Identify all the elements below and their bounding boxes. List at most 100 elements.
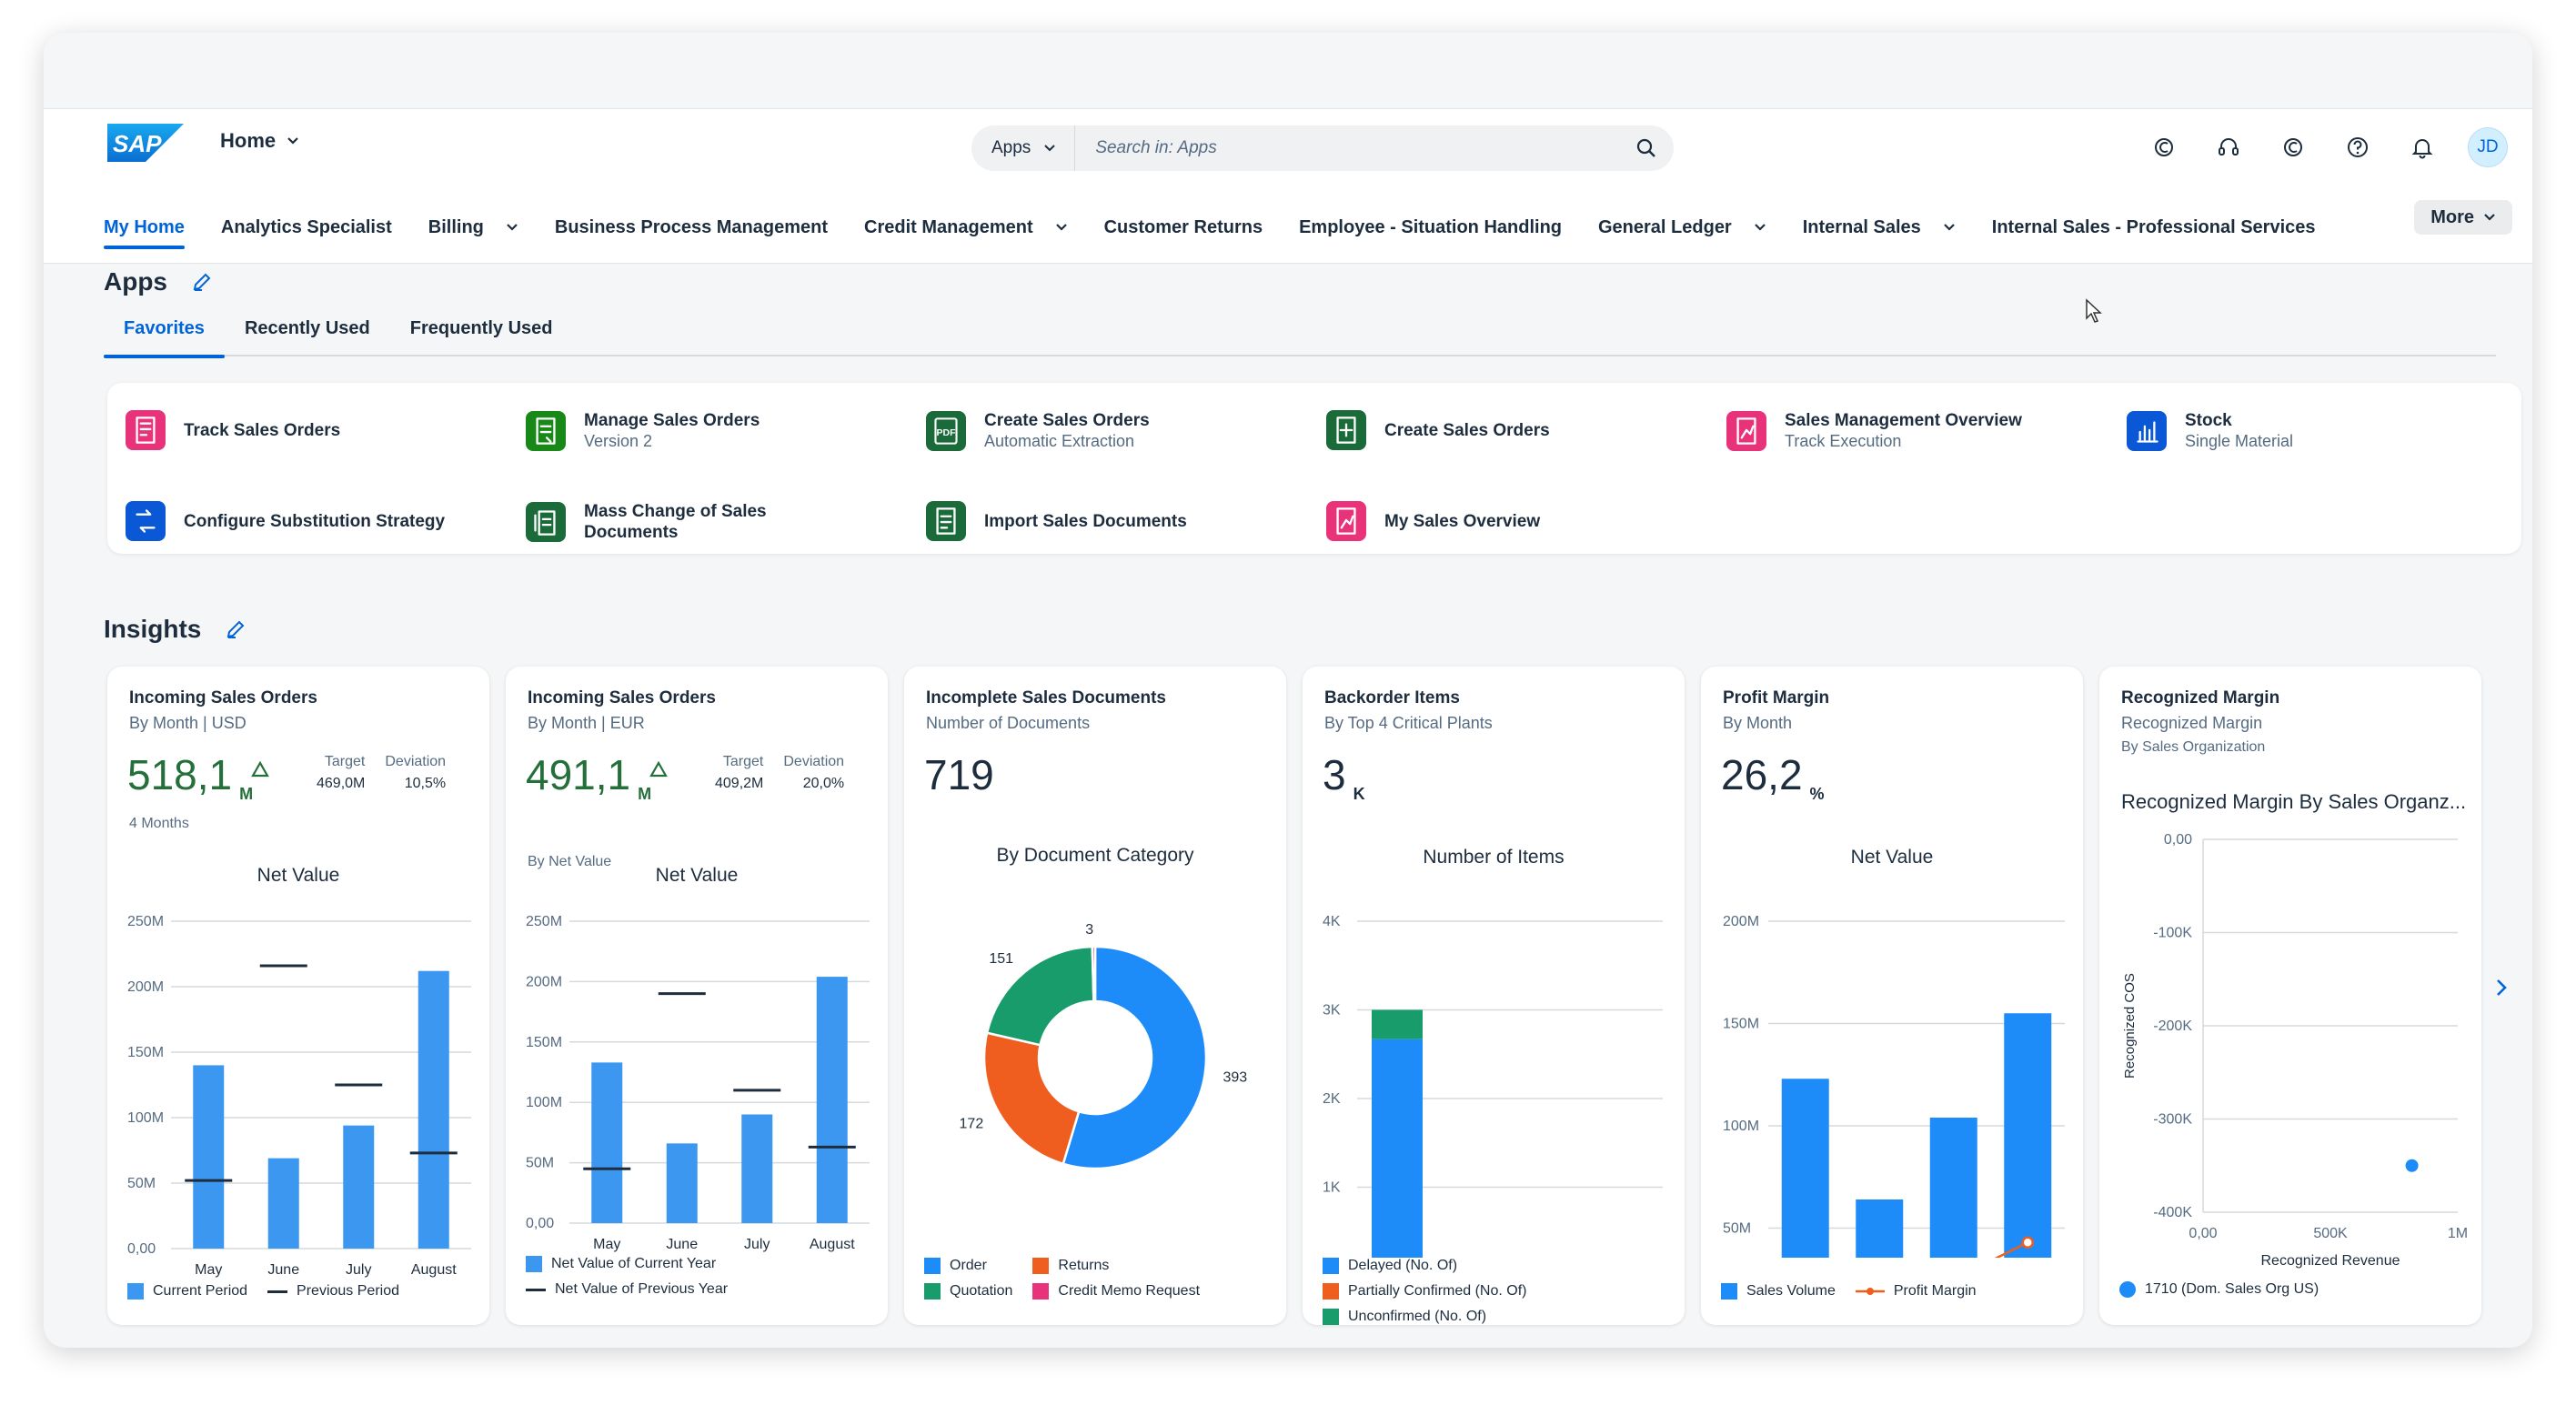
legend-sales-volume[interactable]: Sales Volume bbox=[1721, 1283, 1836, 1300]
search-scope-select[interactable]: Apps bbox=[971, 125, 1076, 171]
donut-slice bbox=[982, 1031, 1081, 1166]
y-tick-label: 200M bbox=[1723, 914, 1759, 929]
bar bbox=[343, 1125, 375, 1249]
legend-returns[interactable]: Returns bbox=[1032, 1258, 1200, 1274]
x-tick-label: June bbox=[267, 1262, 299, 1278]
nav-item-4[interactable]: Credit Management bbox=[846, 200, 1086, 255]
nav-item-8[interactable]: Internal Sales bbox=[1785, 200, 1974, 255]
legend-swatch bbox=[1323, 1258, 1339, 1274]
nav-item-5[interactable]: Customer Returns bbox=[1086, 200, 1281, 255]
card-title: Incomplete Sales Documents bbox=[926, 688, 1166, 708]
legend-partially-confirmed[interactable]: Partially Confirmed (No. Of) bbox=[1323, 1283, 1527, 1300]
app-tile-8[interactable]: Import Sales Documents bbox=[926, 501, 1290, 541]
legend-previous-year[interactable]: Net Value of Previous Year bbox=[526, 1281, 728, 1298]
edit-pencil-icon[interactable] bbox=[191, 271, 213, 293]
support-button[interactable] bbox=[2209, 129, 2247, 166]
legend-current-period[interactable]: Current Period bbox=[127, 1283, 247, 1300]
help-button[interactable] bbox=[2339, 129, 2376, 166]
search-input[interactable] bbox=[1075, 125, 1619, 171]
legend-sales-org-1710[interactable]: 1710 (Dom. Sales Org US) bbox=[2119, 1281, 2319, 1298]
card-title: Incoming Sales Orders bbox=[129, 688, 317, 708]
chevron-right-icon bbox=[2497, 979, 2507, 996]
joule-button[interactable] bbox=[2274, 129, 2311, 166]
nav-item-2[interactable]: Billing bbox=[410, 200, 537, 255]
insight-card-incoming-orders-eur[interactable]: Incoming Sales Orders By Month | EUR 491… bbox=[506, 667, 888, 1325]
app-tile-6[interactable]: Configure Substitution Strategy bbox=[126, 501, 489, 541]
donut-slice bbox=[985, 945, 1095, 1047]
kpi-number: 518,1 bbox=[127, 751, 233, 798]
import-icon bbox=[926, 501, 966, 541]
svg-text:SAP: SAP bbox=[113, 130, 162, 157]
bar bbox=[267, 1158, 299, 1249]
nav-item-7[interactable]: General Ledger bbox=[1580, 200, 1785, 255]
bar bbox=[816, 977, 848, 1223]
legend-swatch bbox=[127, 1283, 144, 1300]
copilot-button[interactable] bbox=[2145, 129, 2182, 166]
sap-logo[interactable]: SAP bbox=[107, 124, 184, 162]
kpi-unit: M bbox=[239, 785, 254, 803]
legend-swatch bbox=[1323, 1283, 1339, 1300]
nav-item-9[interactable]: Internal Sales - Professional Services bbox=[1974, 200, 2334, 255]
card-subtitle: By Month | USD bbox=[129, 714, 247, 732]
app-tile-4[interactable]: Sales Management Overview Track Execution bbox=[1726, 410, 2090, 451]
chart-legend: Net Value of Current Year Net Value of P… bbox=[526, 1256, 728, 1298]
app-tile-text: Mass Change of Sales Documents bbox=[584, 501, 857, 543]
bar bbox=[1372, 1009, 1423, 1039]
slice-label: 172 bbox=[960, 1116, 984, 1131]
chart-legend: Delayed (No. Of) Partially Confirmed (No… bbox=[1323, 1258, 1527, 1325]
app-tile-5[interactable]: Stock Single Material bbox=[2127, 410, 2490, 451]
donut-slice bbox=[1062, 945, 1208, 1170]
document-category-donut-chart: 393 172 151 3 bbox=[960, 922, 1247, 1170]
chevron-down-icon bbox=[2484, 214, 2495, 221]
tab-2[interactable]: Frequently Used bbox=[409, 318, 553, 338]
app-tile-9[interactable]: My Sales Overview bbox=[1326, 501, 1690, 541]
legend-profit-margin[interactable]: Profit Margin bbox=[1855, 1283, 1977, 1300]
edit-pencil-icon[interactable] bbox=[225, 618, 247, 640]
y-tick-label: 4K bbox=[1323, 914, 1341, 929]
legend-delayed[interactable]: Delayed (No. Of) bbox=[1323, 1258, 1527, 1274]
more-spaces-button[interactable]: More bbox=[2414, 200, 2512, 235]
legend-previous-period[interactable]: Previous Period bbox=[267, 1283, 399, 1300]
legend-quotation[interactable]: Quotation bbox=[924, 1283, 1012, 1300]
kpi-unit: K bbox=[1353, 785, 1365, 803]
nav-item-label: Business Process Management bbox=[554, 216, 829, 237]
app-tile-7[interactable]: Mass Change of Sales Documents bbox=[526, 501, 890, 543]
legend-order[interactable]: Order bbox=[924, 1258, 1012, 1274]
shell-bar: SAP Home Apps bbox=[44, 109, 2532, 264]
nav-item-1[interactable]: Analytics Specialist bbox=[203, 200, 410, 255]
nav-item-label: Customer Returns bbox=[1103, 216, 1263, 237]
nav-item-6[interactable]: Employee - Situation Handling bbox=[1281, 200, 1580, 255]
more-label: More bbox=[2430, 206, 2474, 227]
kpi-value: 3 K bbox=[1323, 750, 1365, 804]
app-subtitle: Track Execution bbox=[1785, 432, 1902, 450]
nav-item-0[interactable]: My Home bbox=[86, 200, 203, 255]
nav-item-label: Credit Management bbox=[864, 216, 1033, 237]
notifications-button[interactable] bbox=[2403, 129, 2440, 166]
legend-credit-memo[interactable]: Credit Memo Request bbox=[1032, 1283, 1200, 1300]
app-tile-0[interactable]: Track Sales Orders bbox=[126, 410, 489, 450]
window-top-strip bbox=[44, 33, 2532, 109]
home-menu[interactable]: Home bbox=[220, 129, 299, 153]
insight-card-profit-margin[interactable]: Profit Margin By Month 26,2 % Net Value … bbox=[1701, 667, 2083, 1325]
user-avatar[interactable]: JD bbox=[2468, 127, 2508, 167]
insight-card-recognized-margin[interactable]: Recognized Margin Recognized Margin By S… bbox=[2099, 667, 2481, 1325]
apps-section-header: Apps bbox=[104, 267, 213, 296]
insight-card-incomplete-documents[interactable]: Incomplete Sales Documents Number of Doc… bbox=[904, 667, 1286, 1325]
search-button[interactable] bbox=[1619, 125, 1674, 171]
legend-unconfirmed[interactable]: Unconfirmed (No. Of) bbox=[1323, 1309, 1527, 1325]
app-tile-3[interactable]: Create Sales Orders bbox=[1326, 410, 1690, 450]
legend-swatch bbox=[2119, 1281, 2136, 1298]
y-tick-label: -100K bbox=[2153, 926, 2192, 941]
legend-current-year[interactable]: Net Value of Current Year bbox=[526, 1256, 728, 1272]
y-axis-label: Recognized COS bbox=[2122, 973, 2138, 1079]
insight-card-backorder-items[interactable]: Backorder Items By Top 4 Critical Plants… bbox=[1303, 667, 1685, 1325]
x-axis-label: Recognized Revenue bbox=[2261, 1253, 2400, 1269]
app-tile-1[interactable]: Manage Sales Orders Version 2 bbox=[526, 410, 890, 451]
tab-1[interactable]: Recently Used bbox=[244, 318, 370, 338]
insights-next-button[interactable] bbox=[2485, 971, 2518, 1004]
insight-card-incoming-orders-usd[interactable]: Incoming Sales Orders By Month | USD 518… bbox=[107, 667, 489, 1325]
nav-item-3[interactable]: Business Process Management bbox=[537, 200, 846, 255]
app-tile-2[interactable]: PDF Create Sales Orders Automatic Extracti… bbox=[926, 410, 1290, 451]
tab-0[interactable]: Favorites bbox=[104, 316, 225, 358]
nav-item-label: General Ledger bbox=[1598, 216, 1732, 237]
